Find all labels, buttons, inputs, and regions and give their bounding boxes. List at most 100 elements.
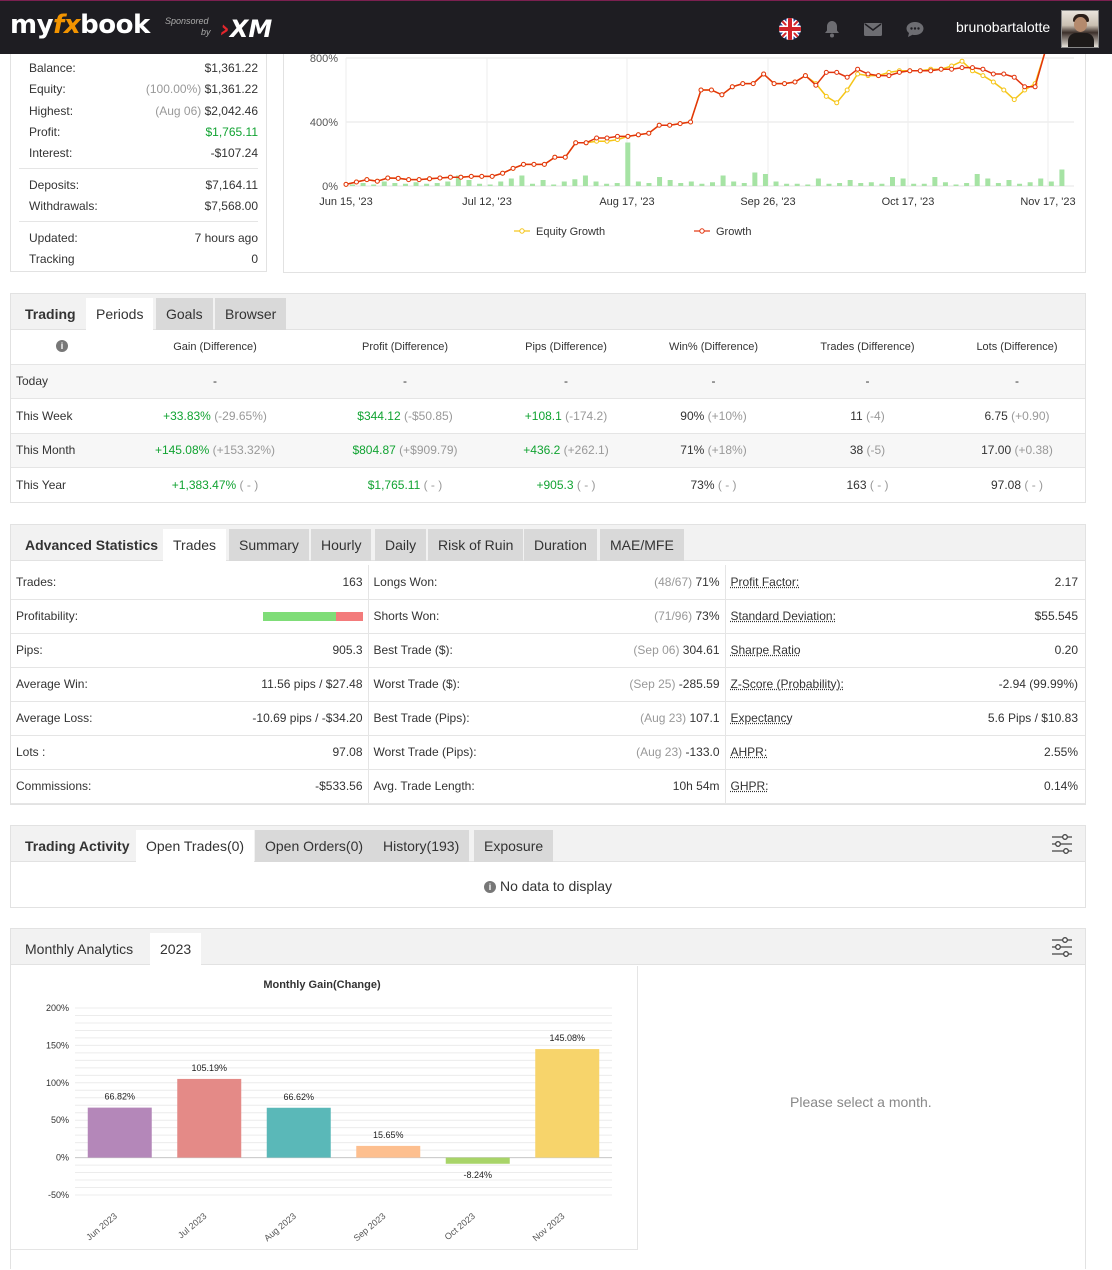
lots-value: 6.75 [984,409,1007,423]
tab-advanced-statistics[interactable]: Advanced Statistics [15,529,168,561]
tab-periods[interactable]: Periods [86,298,153,331]
daily-bar [911,184,916,186]
gain-value: +33.83% [163,409,211,423]
cell-trades: 38 (-5) [786,433,949,468]
uk-flag-icon[interactable] [779,18,801,40]
info-icon[interactable]: i [11,330,111,364]
avatar[interactable] [1061,10,1099,48]
stat-value-text: 304.61 [683,643,720,657]
stat-value: 905.3 [189,633,368,667]
stat-label[interactable]: Profit Factor: [725,565,905,599]
monthly-gain-chart[interactable]: Monthly Gain(Change) 200% 150% 100% 50% 0% -50… [12,968,632,1248]
col-pips: Pips (Difference) [491,330,641,364]
pips-difference: ( - ) [577,478,596,492]
pips-value: +436.2 [523,443,560,457]
stat-label-text: Longs Won: [374,575,438,589]
tab-risk-of-ruin[interactable]: Risk of Ruin [428,529,523,561]
chat-icon[interactable] [905,19,925,39]
daily-bar [731,182,736,187]
daily-bar [879,184,884,186]
stat-label[interactable]: Standard Deviation: [725,599,905,633]
tab-hourly[interactable]: Hourly [311,529,371,561]
daily-bar [858,183,863,186]
growth-point [929,69,933,73]
cell-lots: 97.08 ( - ) [949,468,1085,503]
tab-mae-mfe[interactable]: MAE/MFE [600,529,684,561]
growth-point [647,131,651,135]
growth-point [908,69,912,73]
tab-duration[interactable]: Duration [524,529,597,561]
growth-point [835,70,839,74]
highest-value: $2,042.46 [205,104,258,118]
growth-point [428,177,432,181]
cell-win: 90% (+10%) [641,399,786,434]
equity-growth-point [856,72,860,76]
growth-point [824,70,828,74]
stat-label[interactable]: GHPR: [725,769,905,803]
daily-bar [615,183,620,186]
legend-growth: Growth [716,226,751,238]
tab-open-trades[interactable]: Open Trades(0) [136,830,254,863]
table-row: Today - - - - - - [11,364,1085,399]
tab-monthly-analytics[interactable]: Monthly Analytics [15,933,143,965]
stat-label[interactable]: Expectancy [725,701,905,735]
stat-label-text: Best Trade ($): [374,643,453,657]
growth-chart[interactable]: 800% 400% 0% Jun 15, '23 Jul 12, '23 Aug 17, … [284,40,1085,272]
growth-point [709,88,713,92]
stat-label-text: Commissions: [16,779,91,793]
tab-open-orders[interactable]: Open Orders(0) [255,830,373,862]
tab-daily[interactable]: Daily [375,529,426,561]
growth-point [636,133,640,137]
stat-value: (48/67) 71% [546,565,725,599]
growth-point [720,93,724,97]
tab-exposure[interactable]: Exposure [474,830,553,862]
tab-trading-activity[interactable]: Trading Activity [15,830,140,862]
daily-bar [382,182,387,187]
growth-point [678,122,682,126]
tab-year-2023[interactable]: 2023 [150,933,201,966]
stat-value: (Sep 06) 304.61 [546,633,725,667]
updated-label: Updated: [29,231,78,245]
daily-bar [964,183,969,186]
growth-point [605,136,609,140]
cell-gain: +145.08% (+153.32%) [111,433,319,468]
settings-sliders-icon[interactable] [1051,834,1073,854]
tab-trading[interactable]: Trading [15,298,86,330]
daily-bar [477,184,482,186]
withdrawals-row: Withdrawals: $7,568.00 [29,199,258,213]
equity-note: (100.00%) [146,82,201,96]
periods-table: i Gain (Difference) Profit (Difference) … [11,330,1085,502]
tab-summary[interactable]: Summary [229,529,309,561]
stat-label[interactable]: Sharpe Ratio [725,633,905,667]
username[interactable]: brunobartalotte [956,19,1050,35]
y-tick-label: 0% [322,181,338,193]
tab-history[interactable]: History(193) [373,830,469,862]
data-label: 15.65% [373,1130,404,1140]
stat-label-text: Avg. Trade Length: [374,779,475,793]
daily-bar [498,182,503,187]
xm-logo[interactable]: ›XM [220,15,272,43]
trades-value: 38 [850,443,863,457]
mail-icon[interactable] [863,19,883,39]
tracking-row: Tracking 0 [29,252,258,266]
stat-label[interactable]: Z-Score (Probability): [725,667,905,701]
gain-difference: (+153.32%) [213,443,275,457]
period-label: This Year [11,468,111,503]
settings-sliders-icon[interactable] [1051,937,1073,957]
daily-bar [932,177,937,186]
growth-point [772,82,776,86]
tab-goals[interactable]: Goals [156,298,213,330]
stat-label-text: Average Win: [16,677,88,691]
col-gain: Gain (Difference) [111,330,319,364]
stat-label: Worst Trade (Pips): [368,735,546,769]
tab-browser[interactable]: Browser [215,298,286,330]
bell-icon[interactable] [822,19,842,39]
deposits-row: Deposits: $7,164.11 [29,178,258,192]
info-icon: i [484,881,496,893]
stat-label-text: Worst Trade (Pips): [374,745,477,759]
tab-trades[interactable]: Trades [163,529,226,562]
stat-label[interactable]: AHPR: [725,735,905,769]
interest-row: Interest: -$107.24 [29,146,258,160]
myfxbook-logo[interactable]: myfxbook [10,10,150,40]
trades-value: - [866,374,870,388]
